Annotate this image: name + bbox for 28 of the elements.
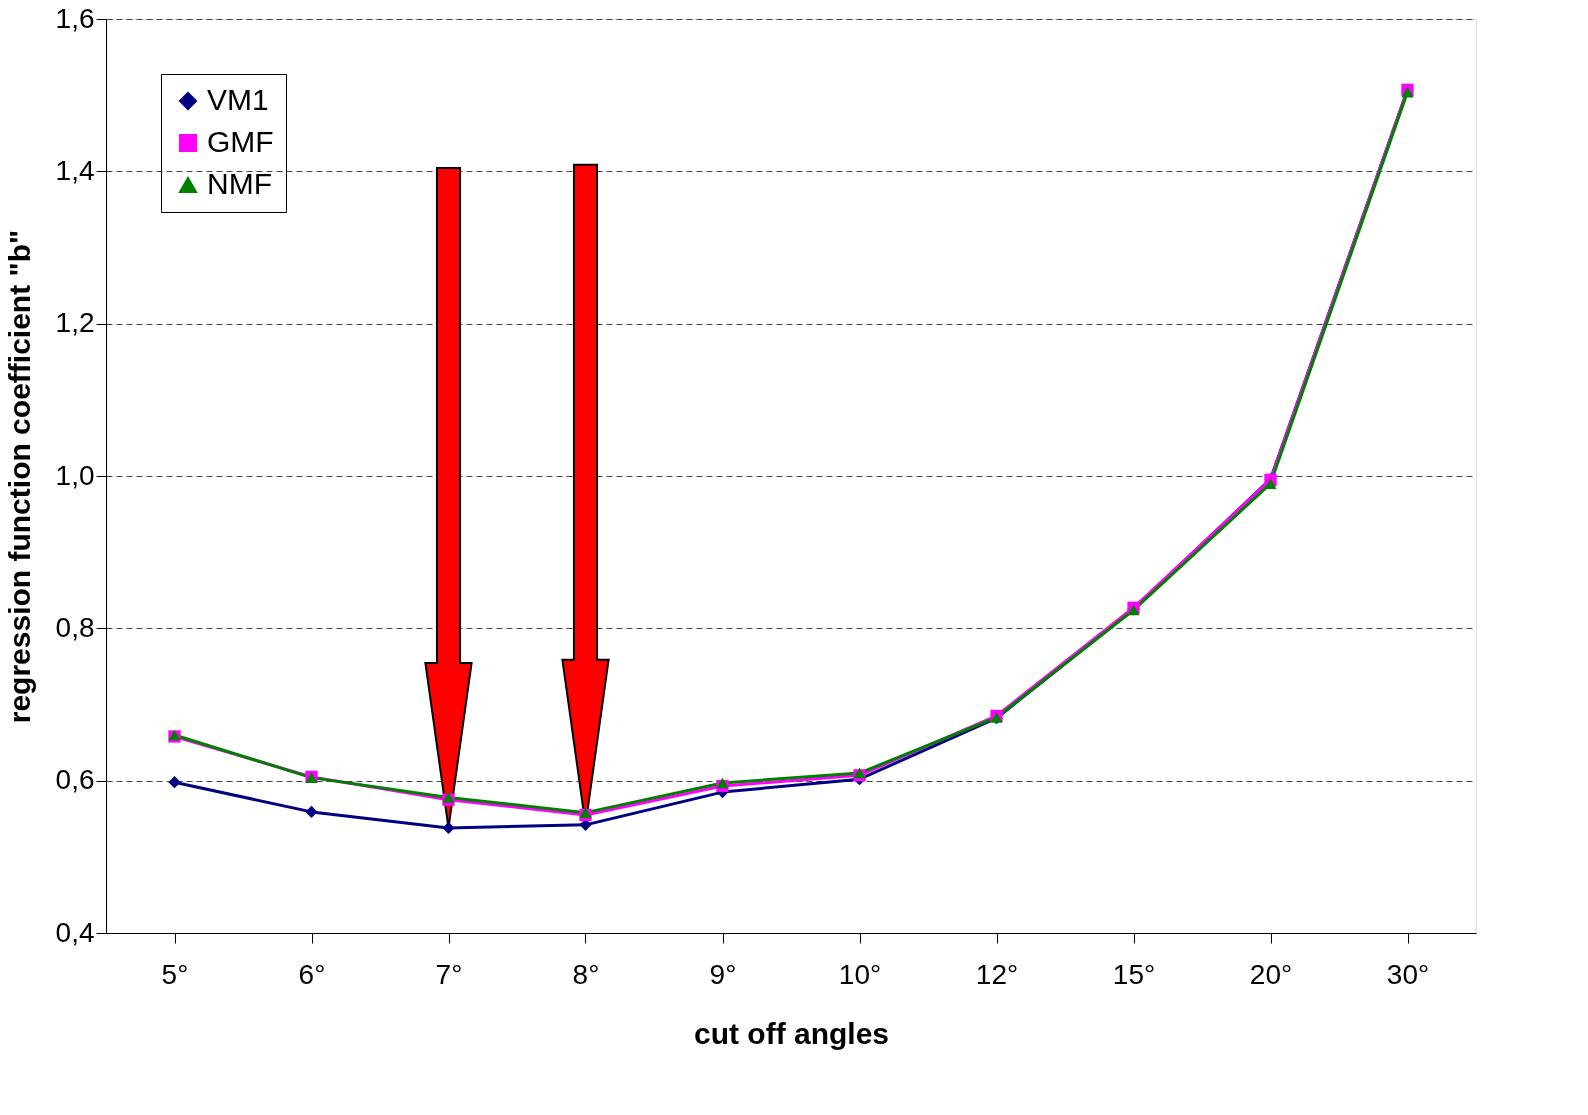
x-tick-label: 15° <box>1112 958 1156 990</box>
x-tick-label: 9° <box>709 958 737 990</box>
y-tick-label: 1,6 <box>55 2 95 34</box>
y-tick-label: 1,0 <box>55 459 95 491</box>
x-tick-label: 5° <box>161 958 189 990</box>
point <box>716 777 729 789</box>
y-axis-title: regression function coefficient "b" <box>2 229 36 724</box>
x-tick-label: 12° <box>975 958 1019 990</box>
y-tick-label: 1,4 <box>55 154 95 186</box>
y-tick-label: 0,8 <box>55 611 95 643</box>
legend-label: VM1 <box>207 83 269 116</box>
point <box>305 805 318 819</box>
x-tick-label: 20° <box>1249 958 1293 990</box>
point <box>442 821 455 835</box>
y-tick-label: 0,4 <box>55 916 95 948</box>
x-axis-title: cut off angles <box>693 1016 890 1050</box>
x-tick-label: 8° <box>572 958 600 990</box>
y-tick-label: 1,2 <box>55 307 95 339</box>
x-tick-label: 30° <box>1386 958 1430 990</box>
x-tick-label: 7° <box>435 958 463 990</box>
legend-label: GMF <box>207 125 274 158</box>
y-tick-label: 0,6 <box>55 764 95 796</box>
point <box>1264 478 1277 489</box>
point <box>168 776 181 789</box>
legend-label: NMF <box>207 167 272 200</box>
x-tick-label: 6° <box>298 958 326 990</box>
x-tick-label: 10° <box>838 958 882 990</box>
point <box>579 807 592 818</box>
